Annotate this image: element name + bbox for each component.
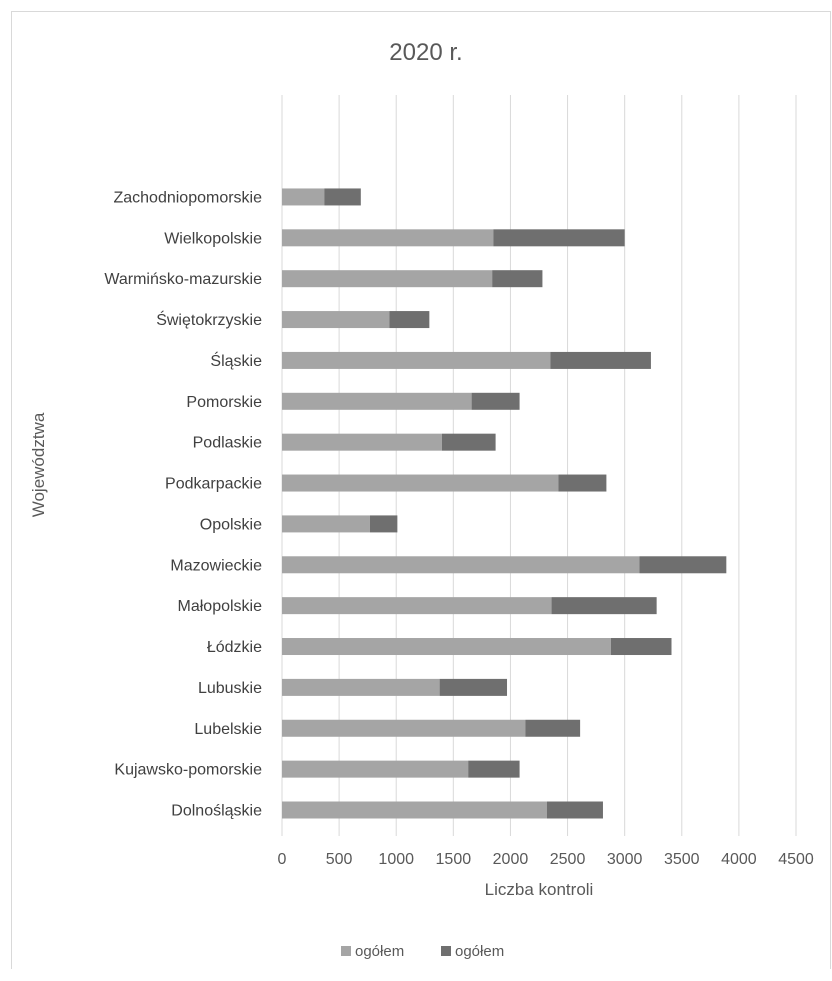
bar-segment-series-2 <box>369 515 398 533</box>
bar-segment-series-2 <box>439 678 508 696</box>
bars <box>282 188 727 819</box>
bar-segment-series-2 <box>492 270 543 288</box>
bar-segment-series-2 <box>324 188 361 206</box>
bar-segment-series-1 <box>282 638 611 656</box>
bar-segment-series-1 <box>282 801 547 819</box>
category-label: Małopolskie <box>178 598 263 615</box>
bar-segment-series-1 <box>282 719 526 737</box>
bar-segment-series-1 <box>282 597 552 615</box>
legend-label: ogółem <box>355 943 404 960</box>
bar-segment-series-1 <box>282 188 325 206</box>
category-label: Świętokrzyskie <box>156 310 262 329</box>
legend-swatch <box>341 946 351 956</box>
x-tick-label: 0 <box>278 851 287 868</box>
bar-segment-series-2 <box>546 801 603 819</box>
x-tick-label: 4500 <box>778 851 814 868</box>
bar-segment-series-1 <box>282 351 551 369</box>
bar-segment-series-2 <box>389 311 430 329</box>
y-axis-title: Województwa <box>29 412 48 517</box>
category-label: Mazowieckie <box>170 557 262 574</box>
category-label: Podlaskie <box>193 435 262 452</box>
legend-swatch <box>441 946 451 956</box>
category-label: Łódzkie <box>207 639 262 656</box>
x-tick-label: 2000 <box>493 851 529 868</box>
bar-segment-series-1 <box>282 392 472 410</box>
gridlines <box>281 95 797 836</box>
bar-segment-series-2 <box>471 392 520 410</box>
x-tick-label: 500 <box>326 851 353 868</box>
category-label: Wielkopolskie <box>164 230 262 247</box>
x-tick-label: 1000 <box>378 851 414 868</box>
bar-segment-series-1 <box>282 760 469 778</box>
category-label: Podkarpackie <box>165 476 262 493</box>
bar-segment-series-2 <box>493 229 625 247</box>
bar-segment-series-1 <box>282 311 390 329</box>
category-label: Lubuskie <box>198 680 262 697</box>
x-axis-title: Liczba kontroli <box>485 880 594 899</box>
bar-segment-series-2 <box>558 474 607 492</box>
category-label: Kujawsko-pomorskie <box>114 762 262 779</box>
bar-segment-series-2 <box>639 556 727 574</box>
x-tick-labels: 0 500 1000 1500 2000 2500 3000 3500 4000 4500 <box>278 851 814 868</box>
bar-segment-series-2 <box>441 433 496 451</box>
bar-segment-series-2 <box>610 638 672 656</box>
bar-segment-series-1 <box>282 270 493 288</box>
bar-segment-series-2 <box>551 597 657 615</box>
x-tick-label: 4000 <box>721 851 757 868</box>
category-label: Pomorskie <box>186 394 262 411</box>
bar-segment-series-1 <box>282 556 640 574</box>
bar-segment-series-2 <box>468 760 520 778</box>
legend-label: ogółem <box>455 943 504 960</box>
category-label: Lubelskie <box>194 721 262 738</box>
bar-segment-series-2 <box>525 719 581 737</box>
legend: ogółem ogółem <box>341 943 504 960</box>
x-tick-label: 2500 <box>550 851 586 868</box>
category-label: Zachodniopomorskie <box>113 189 262 206</box>
x-tick-label: 1500 <box>436 851 472 868</box>
category-label: Śląskie <box>210 351 262 370</box>
category-label: Opolskie <box>200 516 262 533</box>
bar-segment-series-1 <box>282 433 442 451</box>
bar-segment-series-1 <box>282 515 370 533</box>
chart-title: 2020 r. <box>389 39 462 66</box>
category-label: Dolnośląskie <box>171 803 262 820</box>
x-tick-label: 3500 <box>664 851 700 868</box>
bar-segment-series-1 <box>282 678 440 696</box>
category-label: Warmińsko-mazurskie <box>104 271 262 288</box>
bar-segment-series-2 <box>550 351 651 369</box>
x-tick-label: 3000 <box>607 851 643 868</box>
bar-segment-series-1 <box>282 229 494 247</box>
category-labels: Dolnośląskie Kujawsko-pomorskie Lubelskie L… <box>104 189 262 819</box>
bar-segment-series-1 <box>282 474 559 492</box>
